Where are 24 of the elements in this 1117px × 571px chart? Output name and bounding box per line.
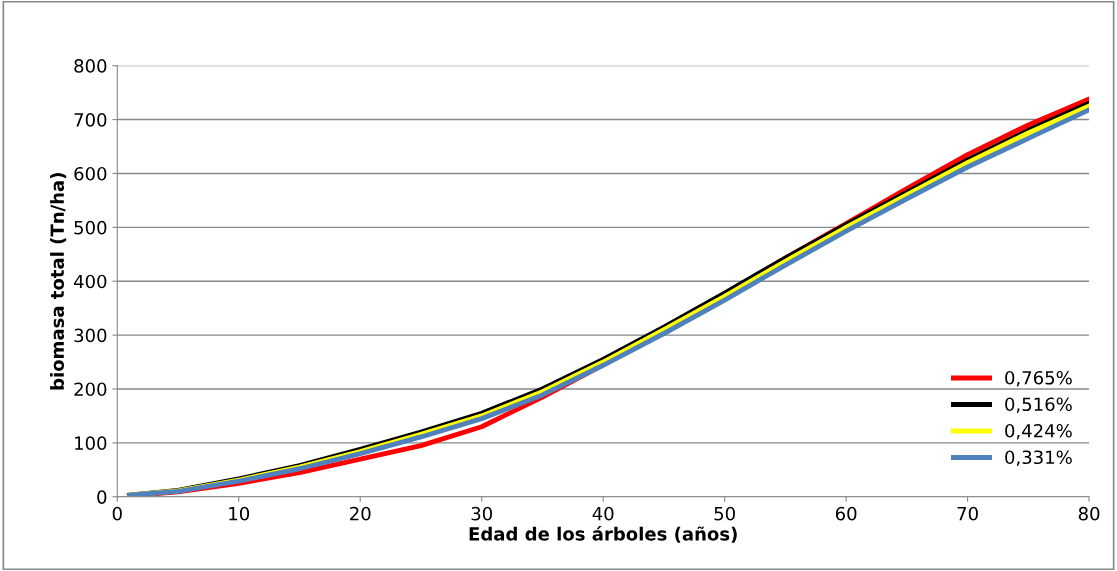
- x-tick-label: 50: [714, 506, 735, 521]
- x-tick-label: 60: [835, 506, 857, 521]
- y-tick-label: 0: [97, 490, 107, 504]
- legend-label: 0,765%: [1005, 370, 1072, 387]
- y-tick-label: 700: [74, 113, 107, 127]
- y-tick-label: 200: [74, 382, 107, 397]
- legend-label: 0,331%: [1005, 450, 1072, 466]
- x-tick-label: 20: [350, 506, 371, 521]
- y-tick-label: 800: [74, 59, 107, 73]
- y-tick-label: 600: [74, 166, 107, 181]
- legend-label: 0,516%: [1005, 397, 1072, 413]
- x-axis-title: Edad de los árboles (años): [469, 526, 737, 543]
- x-tick-label: 70: [957, 506, 978, 521]
- x-tick-label: 10: [229, 506, 250, 521]
- y-tick-label: 400: [73, 274, 107, 289]
- y-tick-label: 300: [74, 328, 107, 343]
- x-tick-label: 40: [592, 506, 614, 521]
- x-tick-label: 0: [112, 506, 122, 521]
- y-tick-label: 500: [74, 220, 107, 235]
- x-tick-label: 30: [471, 506, 492, 521]
- y-tick-label: 100: [75, 436, 107, 450]
- y-axis-title: biomasa total (Tn/ha): [50, 173, 67, 390]
- legend-label: 0,424%: [1005, 423, 1072, 440]
- x-tick-label: 80: [1078, 506, 1100, 521]
